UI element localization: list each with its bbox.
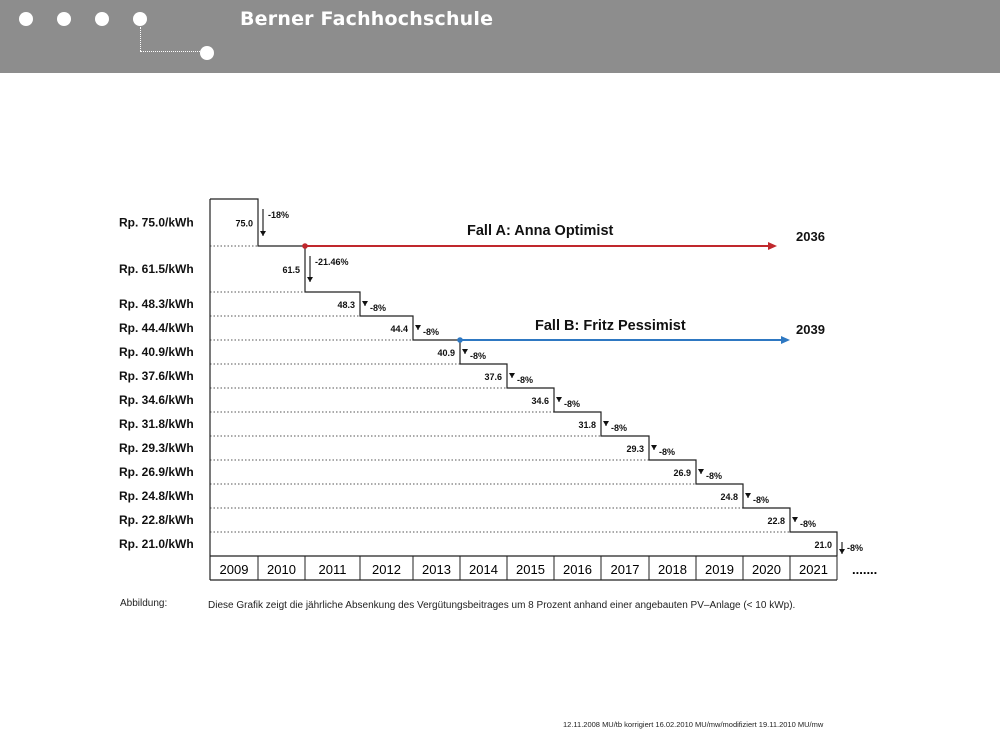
data-label: 48.3 — [337, 300, 355, 310]
scenario-end-year: 2036 — [796, 229, 825, 244]
nav-dot-icon — [200, 46, 214, 60]
reduction-label: -21.46% — [315, 257, 349, 267]
nav-dot-icon — [95, 12, 109, 26]
data-label: 22.8 — [767, 516, 785, 526]
reduction-arrowhead — [651, 445, 657, 450]
reduction-arrowhead — [556, 397, 562, 402]
y-tick-label: Rp. 26.9/kWh — [119, 465, 194, 479]
data-label: 29.3 — [626, 444, 644, 454]
data-label: 31.8 — [578, 420, 596, 430]
caption-text: Diese Grafik zeigt die jährliche Absenku… — [208, 600, 796, 611]
reduction-label: -8% — [706, 471, 722, 481]
scenario-end-year: 2039 — [796, 322, 825, 337]
y-tick-label: Rp. 75.0/kWh — [119, 216, 194, 230]
reduction-label: -8% — [659, 447, 675, 457]
reduction-label: -8% — [470, 351, 486, 361]
staircase-chart: 2009 2010 2011 2012 2013 2014 2015 2016 2017 2018… — [119, 198, 877, 581]
reduction-arrowhead — [603, 421, 609, 426]
caption-label: Abbildung: — [120, 598, 168, 609]
reduction-arrowhead — [307, 277, 313, 282]
x-tick-label: 2010 — [267, 562, 296, 577]
y-tick-label: Rp. 21.0/kWh — [119, 537, 194, 551]
reduction-arrowhead — [415, 325, 421, 330]
brand-title: Berner Fachhochschule — [240, 8, 494, 30]
reduction-arrowhead — [698, 469, 704, 474]
y-tick-label: Rp. 31.8/kWh — [119, 417, 194, 431]
y-tick-label: Rp. 61.5/kWh — [119, 262, 194, 276]
reduction-label: -8% — [423, 327, 439, 337]
data-label: 75.0 — [235, 219, 253, 229]
footer-note: 12.11.2008 MU/tb korrigiert 16.02.2010 M… — [563, 720, 824, 729]
scenario-arrowhead — [768, 242, 777, 250]
scenario-arrowhead — [781, 336, 790, 344]
reduction-arrowhead — [792, 517, 798, 522]
staircase-outline — [210, 198, 838, 556]
x-tick-label: 2016 — [563, 562, 592, 577]
y-tick-label: Rp. 24.8/kWh — [119, 489, 194, 503]
scenario-start-marker — [302, 243, 308, 249]
reduction-label: -8% — [517, 375, 533, 385]
reduction-arrowhead — [462, 349, 468, 354]
connector-line — [140, 27, 141, 51]
x-tick-label: 2017 — [611, 562, 640, 577]
y-tick-label: Rp. 37.6/kWh — [119, 369, 194, 383]
reduction-label: -8% — [847, 543, 863, 553]
x-tick-label: 2019 — [705, 562, 734, 577]
y-tick-label: Rp. 29.3/kWh — [119, 441, 194, 455]
scenario-start-marker — [457, 337, 463, 343]
y-tick-label: Rp. 34.6/kWh — [119, 393, 194, 407]
x-tick-label: 2018 — [658, 562, 687, 577]
nav-dot-icon — [133, 12, 147, 26]
y-tick-label: Rp. 48.3/kWh — [119, 297, 194, 311]
reduction-arrowhead — [260, 231, 266, 236]
reduction-arrowhead — [509, 373, 515, 378]
header-bar: Berner Fachhochschule — [0, 0, 1000, 73]
y-tick-label: Rp. 44.4/kWh — [119, 321, 194, 335]
reduction-label: -8% — [611, 423, 627, 433]
reduction-label: -18% — [268, 210, 289, 220]
x-tick-label: 2015 — [516, 562, 545, 577]
x-tick-label: 2021 — [799, 562, 828, 577]
x-tick-label: 2009 — [220, 562, 249, 577]
x-tick-label: 2020 — [752, 562, 781, 577]
reduction-label: -8% — [370, 303, 386, 313]
scenario-label: Fall B: Fritz Pessimist — [535, 318, 686, 334]
data-label: 40.9 — [437, 348, 455, 358]
x-tick-label: 2013 — [422, 562, 451, 577]
data-label: 61.5 — [282, 265, 300, 275]
data-label: 26.9 — [673, 468, 691, 478]
reduction-arrowhead — [839, 549, 845, 554]
x-tick-label: 2012 — [372, 562, 401, 577]
reduction-label: -8% — [564, 399, 580, 409]
x-tick-label: 2011 — [319, 562, 347, 577]
data-label: 44.4 — [390, 324, 408, 334]
x-tick-label: 2014 — [469, 562, 498, 577]
data-label: 34.6 — [531, 396, 549, 406]
data-label: 37.6 — [484, 372, 502, 382]
nav-dot-icon — [19, 12, 33, 26]
continuation-marker: ....... — [852, 562, 877, 577]
reduction-arrowhead — [362, 301, 368, 306]
connector-line — [140, 51, 202, 52]
reduction-label: -8% — [800, 519, 816, 529]
nav-dot-icon — [57, 12, 71, 26]
data-label: 24.8 — [720, 492, 738, 502]
y-tick-label: Rp. 22.8/kWh — [119, 513, 194, 527]
data-label: 21.0 — [814, 540, 832, 550]
scenario-label: Fall A: Anna Optimist — [467, 223, 614, 239]
y-tick-label: Rp. 40.9/kWh — [119, 345, 194, 359]
reduction-label: -8% — [753, 495, 769, 505]
reduction-arrowhead — [745, 493, 751, 498]
